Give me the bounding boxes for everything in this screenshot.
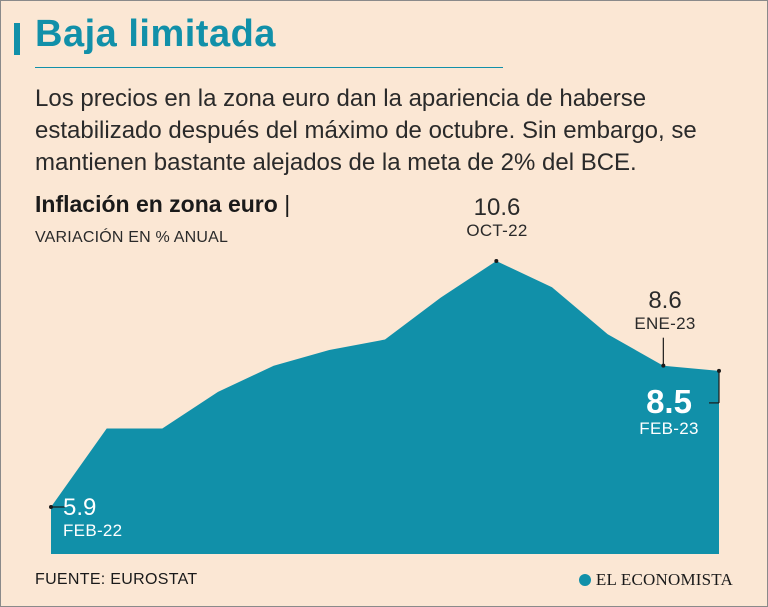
annotation-oct-22-value: 10.6: [473, 194, 521, 221]
annotation-feb-22-value: 5.9: [63, 494, 97, 521]
title-accent-bar: [14, 23, 20, 55]
chart-title-text: Inflación en zona euro: [35, 191, 278, 217]
annotation-feb-22: 5.9 FEB-22: [63, 495, 143, 541]
annotation-ene-23: 8.6 ENE-23: [615, 288, 715, 334]
point-feb-22: [49, 505, 53, 509]
inflation-area: [51, 261, 719, 554]
annotation-feb-23: 8.5 FEB-23: [621, 385, 717, 439]
point-oct-22: [494, 259, 499, 263]
brand-name: EL ECONOMISTA: [595, 570, 733, 589]
brand-logo: EL ECONOMISTA: [578, 570, 733, 590]
annotation-feb-23-value: 8.5: [646, 383, 692, 420]
annotation-feb-22-date: FEB-22: [63, 521, 123, 540]
page-subtitle: Los precios en la zona euro dan la apari…: [35, 85, 697, 176]
chart-y-label: VARIACIÓN EN % ANUAL: [35, 229, 229, 246]
chart-title: Inflación en zona euro |: [35, 191, 290, 218]
chart-title-separator: |: [284, 191, 291, 217]
point-ene-23: [661, 363, 666, 368]
globe-icon: [578, 574, 591, 586]
annotation-feb-23-date: FEB-23: [639, 419, 699, 438]
point-feb-23: [717, 368, 721, 373]
annotation-oct-22: 10.6 OCT-22: [447, 195, 547, 241]
source-note: FUENTE: EUROSTAT: [35, 571, 198, 588]
page-title: Baja limitada: [35, 13, 276, 55]
annotation-oct-22-date: OCT-22: [466, 221, 528, 240]
annotation-ene-23-date: ENE-23: [634, 314, 696, 333]
annotation-leaders: [49, 259, 721, 509]
title-divider: [35, 67, 503, 68]
annotation-ene-23-value: 8.6: [648, 287, 682, 314]
